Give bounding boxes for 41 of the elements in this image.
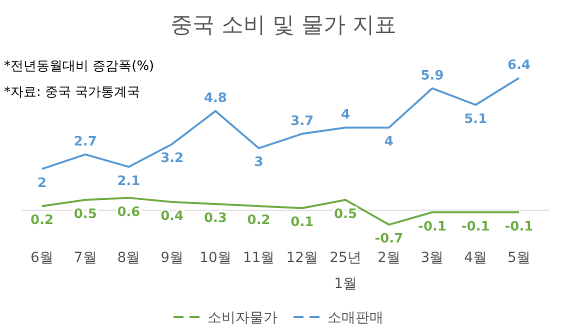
data-label: -0.1: [504, 219, 534, 234]
text: *전년동월대비 증감폭(%): [4, 59, 154, 74]
data-label: -0.1: [418, 219, 446, 234]
data-label: 3: [254, 155, 264, 170]
data-label: 3.2: [160, 151, 184, 166]
annotation: *자료: 중국 국가통계국: [4, 85, 140, 100]
x-tick-label: 2월: [377, 250, 400, 266]
x-tick-label: 3월: [420, 250, 444, 266]
x-tick-label: 5월: [508, 250, 530, 266]
data-label: 2.7: [74, 134, 97, 150]
data-label: 6.4: [507, 58, 531, 73]
chart-title: 중국 소비 및 물가 지표: [170, 13, 396, 38]
data-label: 0.3: [204, 211, 227, 226]
legend-label: 소매판매: [328, 310, 384, 326]
x-tick-label: 8월: [117, 250, 140, 266]
x-tick-label: 9월: [160, 250, 184, 266]
x-tick-label: 4월: [464, 250, 488, 266]
data-label: -0.7: [374, 232, 404, 247]
data-label: 0.2: [30, 213, 54, 228]
data-label: -0.1: [461, 219, 490, 234]
data-label: 2: [37, 176, 47, 191]
data-label: 0.4: [160, 208, 184, 224]
data-label: 5.9: [420, 68, 444, 84]
data-label: 0.5: [334, 206, 358, 222]
data-label: 2.1: [117, 174, 140, 189]
data-label: 0.2: [247, 213, 270, 228]
data-label: 4: [341, 108, 350, 123]
data-label: 4: [384, 134, 394, 150]
data-label: 0.6: [117, 204, 140, 220]
x-tick-label: 10월: [200, 250, 232, 266]
data-label: 5.1: [464, 112, 488, 127]
x-tick-label: 7월: [74, 250, 97, 266]
x-tick-label: 11월: [242, 250, 275, 266]
data-label: 0.5: [74, 206, 97, 222]
x-tick-label: 6월: [30, 250, 54, 266]
data-label: 4.8: [204, 91, 227, 106]
data-label: 0.1: [290, 215, 314, 230]
data-label: 3.7: [290, 114, 314, 129]
legend-label: 소비자물가: [208, 310, 278, 326]
x-tick-label: 25년 1월: [330, 250, 362, 292]
x-tick-label: 12월: [286, 250, 318, 266]
